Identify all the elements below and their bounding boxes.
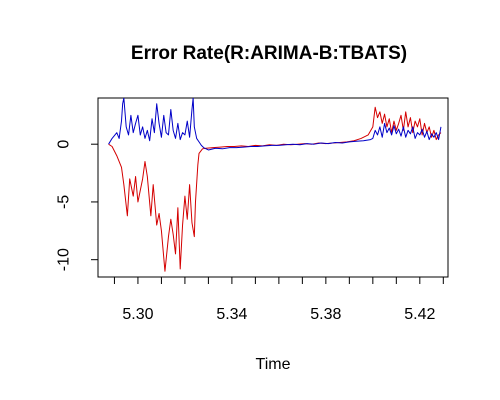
y-tick-label: 0 bbox=[56, 140, 73, 149]
plot-frame bbox=[97, 97, 449, 278]
x-tick-label: 5.42 bbox=[404, 306, 435, 323]
x-tick-label: 5.30 bbox=[122, 306, 153, 323]
x-axis-label: Time bbox=[256, 356, 291, 373]
chart-title: Error Rate(R:ARIMA-B:TBATS) bbox=[131, 43, 407, 64]
series-group bbox=[108, 98, 442, 272]
x-axis: 5.30 5.34 5.38 5.42 bbox=[113, 276, 444, 323]
y-axis: -10 -5 0 bbox=[56, 140, 99, 271]
y-tick-label: -5 bbox=[56, 195, 73, 209]
plot-area bbox=[97, 97, 449, 278]
y-tick-label: -10 bbox=[56, 248, 73, 271]
x-tick-label: 5.34 bbox=[216, 306, 247, 323]
series-line-2 bbox=[108, 98, 442, 151]
x-tick-label: 5.38 bbox=[310, 306, 341, 323]
